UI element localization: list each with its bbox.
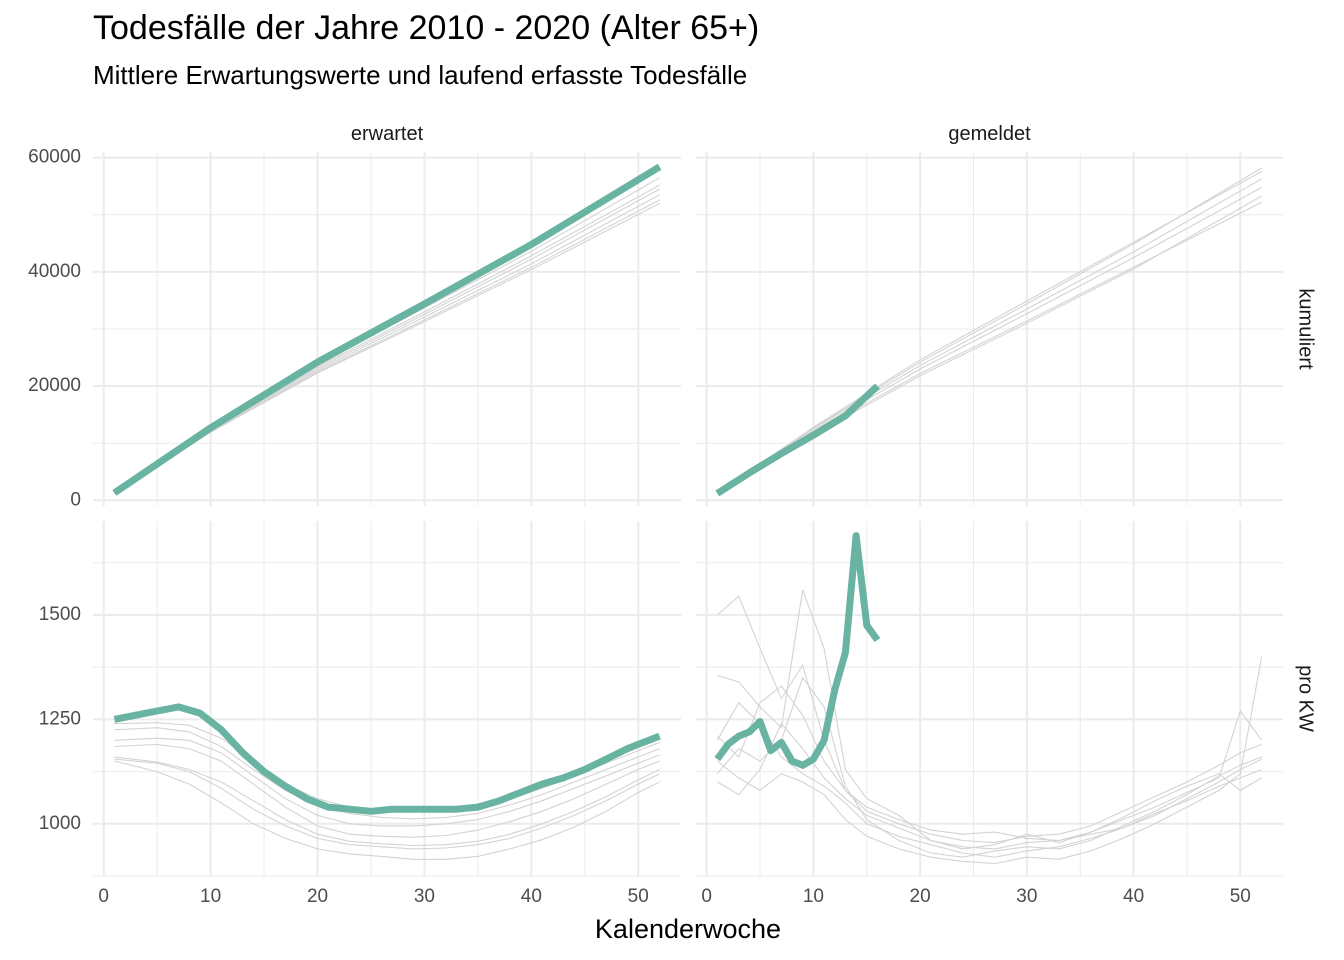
panel-4-background-line-1: [716, 595, 1262, 842]
panel-3-highlight-line: [113, 703, 661, 815]
x-tick-label: 10: [803, 886, 824, 907]
y-tick-label: 40000: [28, 261, 81, 282]
x-tick-label: 20: [307, 886, 328, 907]
facet-label-gemeldet: gemeldet: [948, 123, 1031, 145]
x-tick-label: 50: [1230, 886, 1251, 907]
y-tick-label: 1250: [39, 708, 81, 729]
y-tick-label: 0: [70, 489, 81, 510]
facet-label-kumuliert: kumuliert: [1295, 288, 1317, 370]
x-tick-label: 40: [521, 886, 542, 907]
panel-4-highlight-line: [714, 532, 881, 769]
panel-3-background-line-4: [114, 743, 660, 838]
panel-4-background-line-6: [716, 656, 1263, 865]
y-tick-label: 20000: [28, 375, 81, 396]
panel-4-background-line-2: [717, 589, 1263, 850]
y-tick-label: 1500: [39, 604, 81, 625]
panel-2-highlight-line: [715, 383, 880, 497]
panel-4-background-line-5: [717, 722, 1262, 850]
x-tick-label: 30: [1016, 886, 1037, 907]
panel-3-background-line-3: [114, 737, 660, 827]
x-axis-title: Kalenderwoche: [595, 914, 781, 944]
panel-1-background-line-6: [114, 202, 660, 494]
panel-1-background-line-3: [114, 194, 660, 494]
panel-3-background-line-7: [114, 756, 660, 847]
panel-2-background-line-6: [717, 195, 1262, 495]
facet-label-erwartet: erwartet: [351, 123, 424, 145]
x-tick-label: 40: [1123, 886, 1144, 907]
panel-1-background-line-2: [114, 199, 660, 494]
panel-4-background-line-7: [716, 685, 1262, 844]
x-tick-label: 0: [98, 886, 109, 907]
x-tick-label: 30: [414, 886, 435, 907]
panel-4-background-line-4: [716, 701, 1262, 858]
panel-3-background-line-6: [114, 760, 660, 860]
x-tick-label: 50: [628, 886, 649, 907]
panel-3-background-line-5: [114, 758, 660, 850]
panel-3-background-line-2: [114, 727, 660, 820]
x-tick-label: 0: [701, 886, 712, 907]
panel-3-background-line-1: [114, 722, 660, 812]
x-tick-label: 10: [200, 886, 221, 907]
y-tick-label: 1000: [39, 813, 81, 834]
facet-label-pro-kw: pro KW: [1295, 665, 1317, 732]
panel-2-background-line-2: [717, 201, 1262, 494]
y-tick-label: 60000: [28, 147, 81, 168]
panel-2-background-line-5: [716, 170, 1262, 494]
x-tick-label: 20: [910, 886, 931, 907]
panel-1-background-line-1: [114, 188, 660, 494]
panel-1-highlight-line: [112, 163, 662, 496]
panel-4-background-line-3: [716, 676, 1262, 858]
chart-subtitle: Mittlere Erwartungswerte und laufend erf…: [93, 60, 748, 90]
panel-2-background-line-4: [716, 178, 1262, 494]
chart-title: Todesfälle der Jahre 2010 - 2020 (Alter …: [93, 9, 760, 47]
